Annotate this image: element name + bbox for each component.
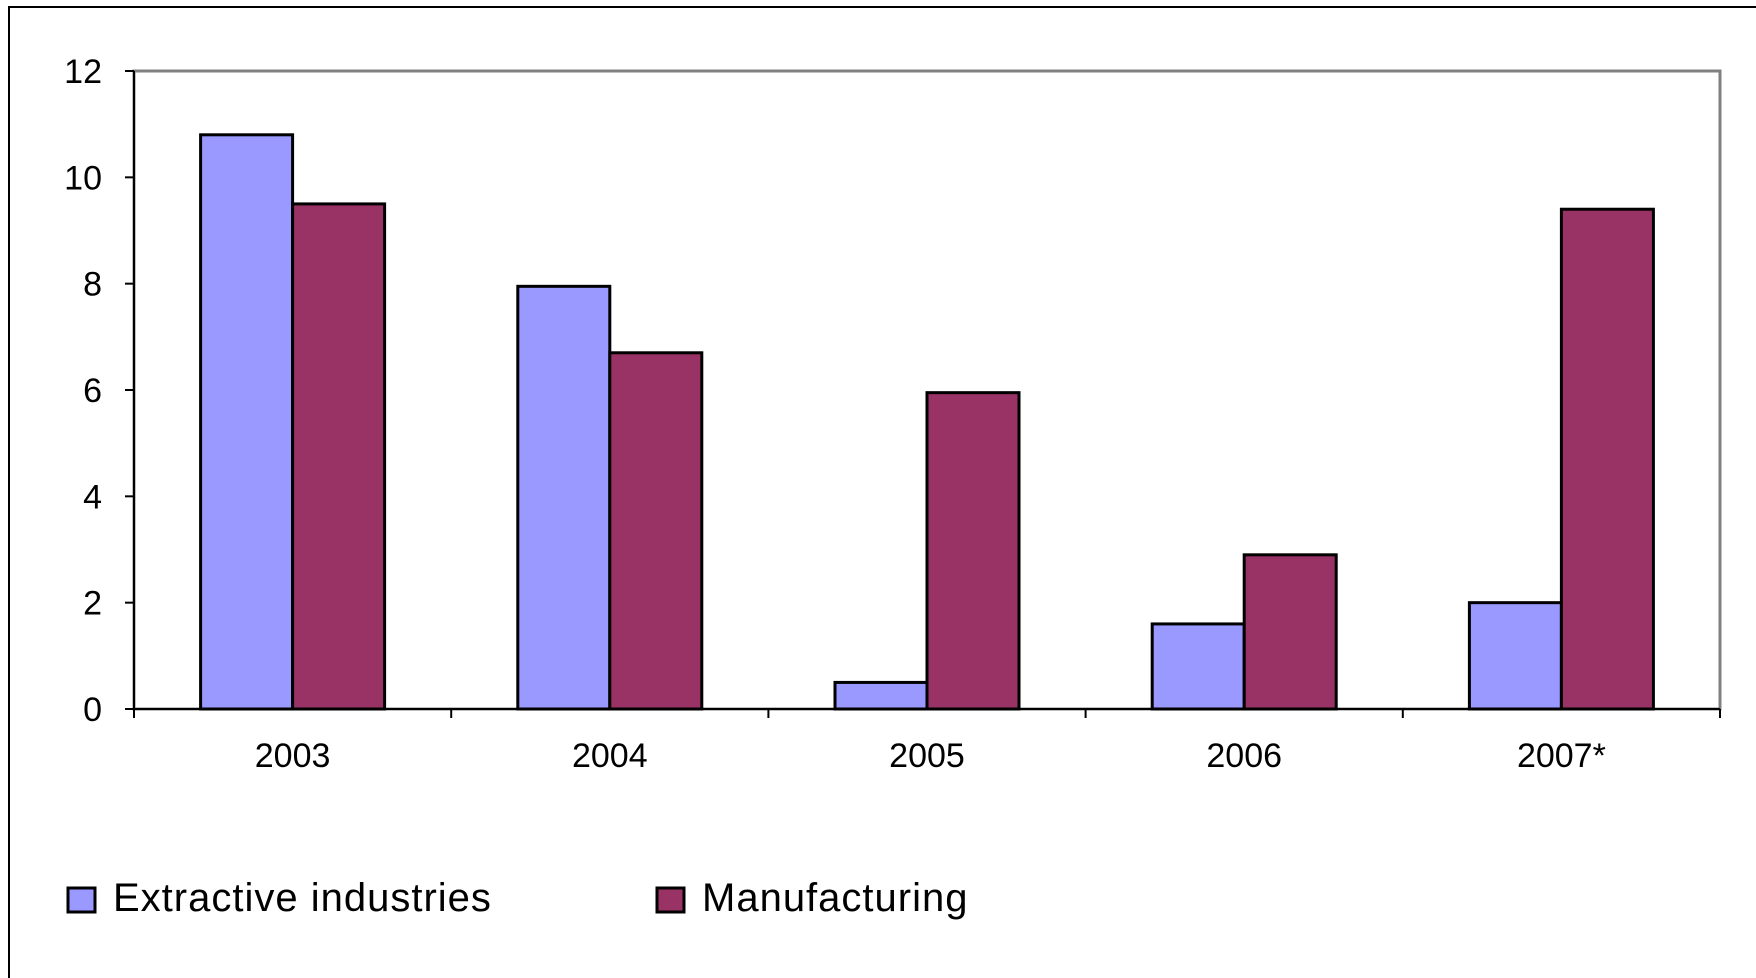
bar: [833, 680, 929, 711]
legend-label: Manufacturing: [702, 876, 968, 920]
bar: [1150, 622, 1246, 711]
y-tick-label: 12: [64, 53, 102, 91]
y-tick-label: 6: [83, 372, 102, 410]
y-tick-label: 0: [83, 691, 102, 729]
bars-group: [199, 133, 1655, 711]
x-tick-label: 2005: [889, 737, 965, 775]
y-tick-label: 4: [83, 478, 102, 516]
legend-swatch: [655, 886, 686, 914]
legend: Extractive industries Manufacturing: [66, 876, 968, 920]
y-tick-label: 2: [83, 585, 102, 623]
legend-label: Extractive industries: [113, 876, 492, 920]
x-tick-label: 2007*: [1517, 737, 1606, 775]
y-tick-label: 10: [64, 159, 102, 197]
bar: [291, 202, 387, 711]
x-tick-label: 2004: [572, 737, 648, 775]
legend-swatch: [66, 886, 97, 914]
bar: [1242, 553, 1338, 711]
y-axis: 0 2 4 6 8 10 12: [64, 53, 135, 729]
bar: [1467, 601, 1563, 711]
bar: [608, 351, 704, 711]
x-tick-label: 2006: [1206, 737, 1282, 775]
x-tick-label: 2003: [255, 737, 331, 775]
bar: [1559, 207, 1655, 711]
x-axis: 2003 2004 2005 2006 2007*: [133, 708, 1721, 775]
bar: [516, 284, 612, 711]
bar: [925, 391, 1021, 711]
bar: [199, 133, 295, 711]
y-tick-label: 8: [83, 266, 102, 304]
